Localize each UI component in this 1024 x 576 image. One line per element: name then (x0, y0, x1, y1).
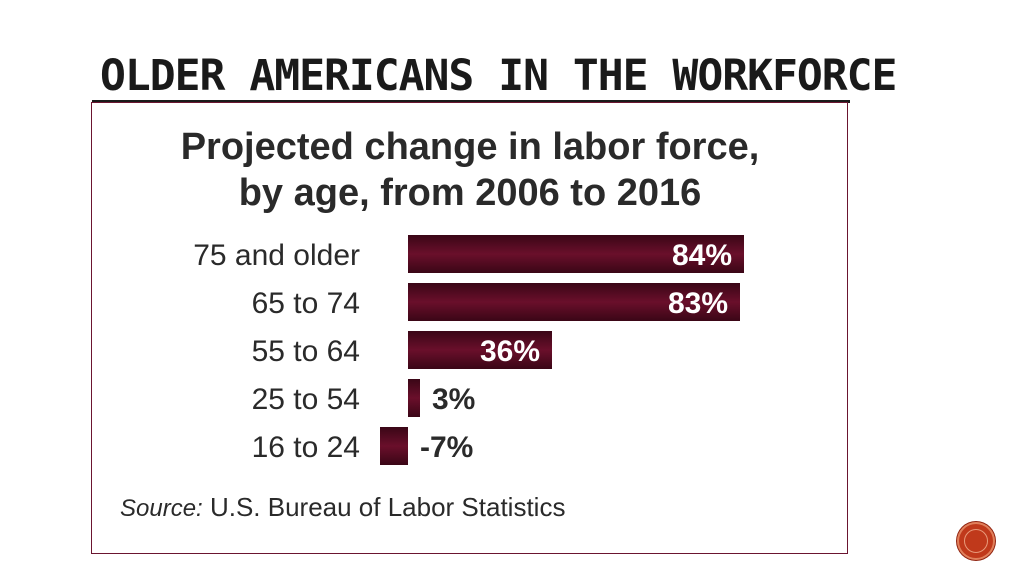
value-label: 83% (668, 287, 728, 320)
chart-title-line-2: by age, from 2006 to 2016 (238, 172, 702, 214)
category-label: 16 to 24 (252, 431, 360, 464)
value-label: 36% (480, 335, 540, 368)
bar (408, 283, 740, 321)
source-text: U.S. Bureau of Labor Statistics (209, 492, 566, 522)
category-label: 65 to 74 (252, 287, 360, 320)
bar (408, 379, 420, 417)
bar (380, 427, 408, 465)
slide-title: OLDER AMERICANS IN THE WORKFORCE (100, 51, 897, 101)
bar (408, 331, 552, 369)
title-underline (92, 100, 850, 103)
source-prefix: Source: (120, 495, 203, 522)
chart-title: Projected change in labor force, by age,… (100, 124, 840, 216)
chart-frame (91, 102, 848, 554)
category-label: 55 to 64 (252, 335, 360, 368)
next-slide-icon[interactable] (957, 522, 995, 560)
bar (408, 235, 744, 273)
category-label: 25 to 54 (252, 383, 360, 416)
value-label: 84% (672, 239, 732, 272)
category-label: 75 and older (193, 239, 360, 272)
value-label: -7% (420, 431, 473, 464)
source-note: Source: U.S. Bureau of Labor Statistics (120, 492, 565, 523)
chart-title-line-1: Projected change in labor force, (180, 126, 760, 168)
value-label: 3% (432, 383, 475, 416)
